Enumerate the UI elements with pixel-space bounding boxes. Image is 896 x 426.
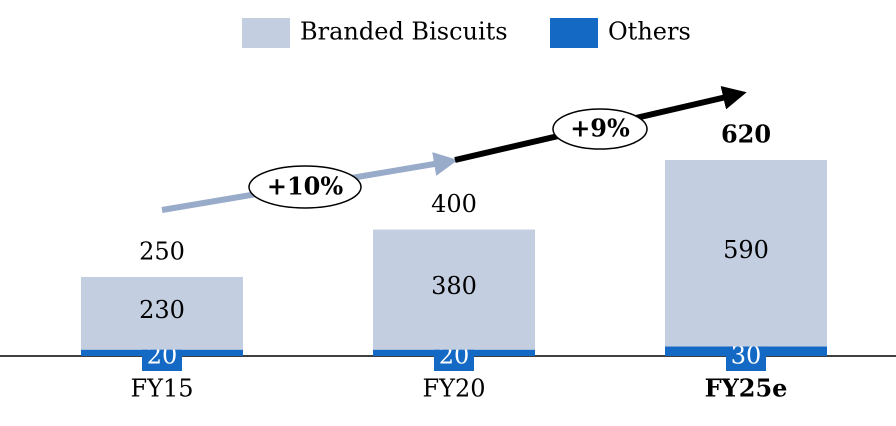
- x-tick-label: FY25e: [705, 374, 788, 403]
- annotation: +9%: [570, 114, 630, 143]
- value-label: 590: [723, 236, 769, 264]
- x-tick-label: FY20: [422, 375, 485, 403]
- total-label: 400: [431, 190, 477, 218]
- annotation-bubble: [552, 108, 648, 150]
- total-label: 250: [139, 237, 185, 265]
- value-label: 230: [139, 296, 185, 324]
- bar-segment: [665, 160, 827, 347]
- legend-swatch: [550, 18, 598, 48]
- legend-label: Branded Biscuits: [300, 18, 508, 46]
- value-label: 380: [431, 272, 477, 300]
- total-label: 620: [721, 120, 771, 149]
- x-tick-label: FY15: [130, 375, 193, 403]
- annotation-bubble: [248, 165, 362, 209]
- bar-segment: [81, 276, 243, 350]
- legend-swatch: [242, 18, 290, 48]
- annotation: +10%: [267, 172, 344, 201]
- bar-segment: [373, 229, 535, 350]
- legend-label: Others: [608, 18, 691, 46]
